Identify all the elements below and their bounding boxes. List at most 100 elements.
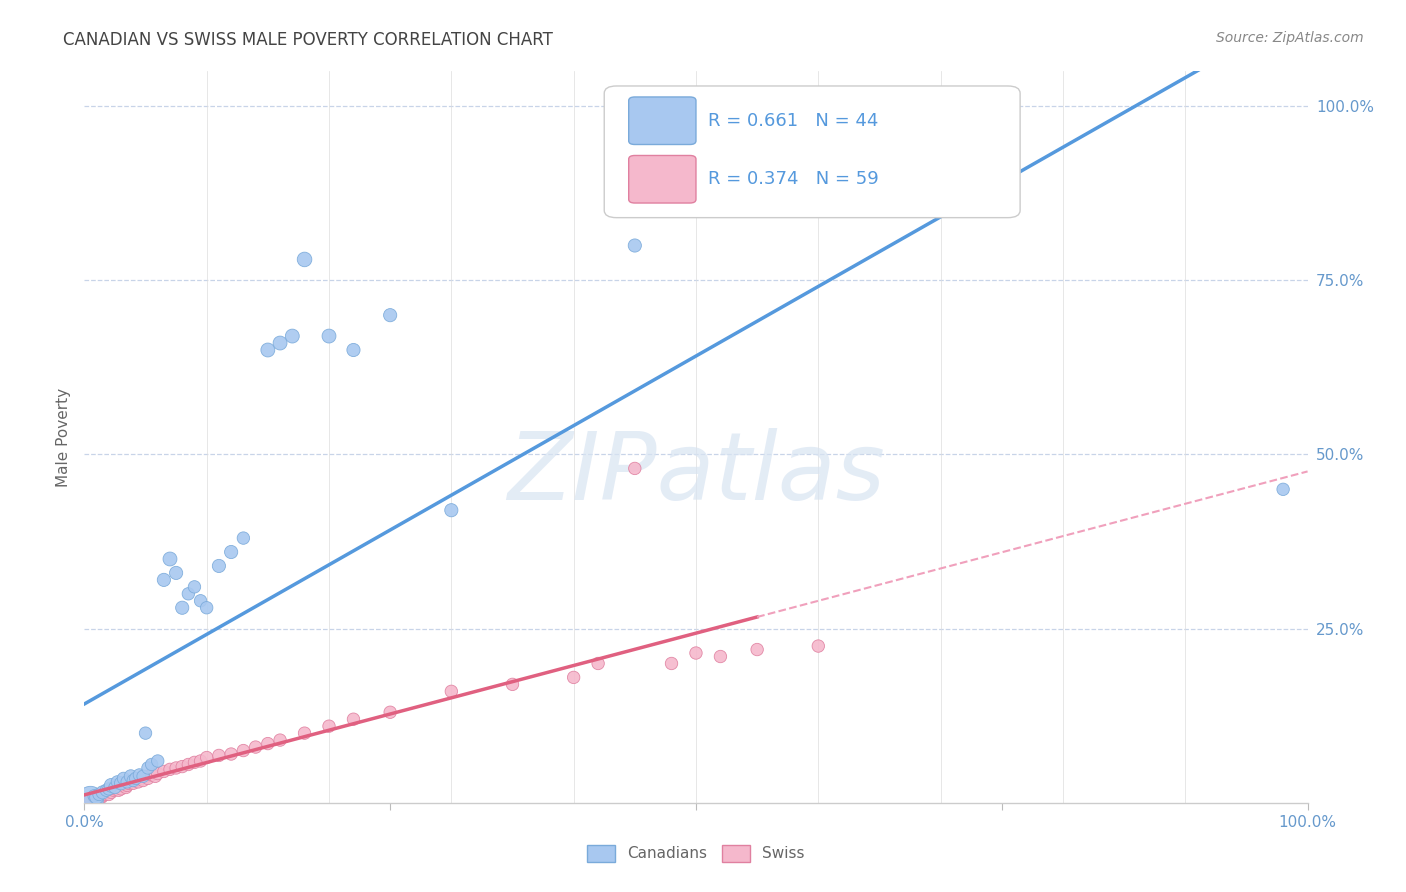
- Point: [122, 773, 145, 788]
- Point: [97, 788, 120, 802]
- Point: [77, 794, 100, 808]
- Point: [219, 747, 242, 761]
- FancyBboxPatch shape: [628, 97, 696, 145]
- Point: [87, 788, 110, 802]
- Point: [87, 788, 110, 802]
- Point: [79, 792, 101, 806]
- Point: [232, 743, 254, 757]
- Point: [342, 343, 364, 357]
- Point: [91, 789, 114, 803]
- Point: [232, 531, 254, 545]
- Point: [159, 552, 181, 566]
- Point: [132, 769, 155, 783]
- Point: [257, 343, 280, 357]
- Point: [195, 750, 218, 764]
- Point: [208, 748, 231, 763]
- Point: [190, 754, 212, 768]
- Point: [128, 768, 150, 782]
- Point: [115, 775, 138, 789]
- Point: [141, 768, 163, 782]
- Point: [129, 772, 152, 786]
- Point: [709, 649, 731, 664]
- Point: [104, 780, 127, 795]
- Point: [122, 776, 145, 790]
- Point: [440, 684, 463, 698]
- Point: [1272, 483, 1295, 497]
- Point: [165, 761, 187, 775]
- Point: [143, 769, 166, 783]
- Point: [318, 329, 340, 343]
- Point: [90, 790, 112, 805]
- Point: [586, 657, 609, 671]
- Point: [135, 726, 157, 740]
- Legend: Canadians, Swiss: Canadians, Swiss: [581, 838, 811, 868]
- Point: [86, 790, 108, 805]
- Point: [125, 772, 148, 786]
- Point: [172, 759, 194, 773]
- Point: [110, 781, 132, 796]
- Point: [257, 737, 280, 751]
- Point: [120, 769, 142, 783]
- FancyBboxPatch shape: [628, 155, 696, 203]
- Point: [294, 726, 316, 740]
- Point: [502, 677, 524, 691]
- Point: [83, 789, 105, 803]
- Point: [146, 754, 169, 768]
- Point: [183, 756, 205, 770]
- Point: [146, 766, 169, 780]
- Point: [125, 773, 148, 788]
- Point: [219, 545, 242, 559]
- Point: [86, 789, 108, 803]
- Point: [195, 600, 218, 615]
- Point: [115, 778, 138, 792]
- Point: [294, 252, 316, 267]
- Point: [91, 785, 114, 799]
- Point: [342, 712, 364, 726]
- Y-axis label: Male Poverty: Male Poverty: [56, 387, 72, 487]
- Point: [624, 461, 647, 475]
- Point: [127, 775, 149, 789]
- Point: [120, 775, 142, 789]
- Point: [107, 783, 129, 797]
- Point: [208, 558, 231, 573]
- Point: [190, 594, 212, 608]
- Point: [165, 566, 187, 580]
- Point: [318, 719, 340, 733]
- Point: [132, 773, 155, 788]
- Point: [112, 778, 135, 792]
- Point: [269, 733, 291, 747]
- Point: [807, 639, 830, 653]
- Text: CANADIAN VS SWISS MALE POVERTY CORRELATION CHART: CANADIAN VS SWISS MALE POVERTY CORRELATI…: [63, 31, 553, 49]
- Point: [269, 336, 291, 351]
- Point: [136, 772, 159, 786]
- Point: [96, 783, 118, 797]
- Point: [245, 740, 267, 755]
- Point: [440, 503, 463, 517]
- Point: [177, 587, 200, 601]
- Text: R = 0.661   N = 44: R = 0.661 N = 44: [709, 112, 879, 129]
- Point: [105, 780, 128, 795]
- Point: [105, 775, 128, 789]
- Text: R = 0.374   N = 59: R = 0.374 N = 59: [709, 170, 879, 188]
- Point: [661, 657, 683, 671]
- Text: ZIPatlas: ZIPatlas: [508, 428, 884, 519]
- Point: [79, 792, 101, 806]
- Point: [177, 757, 200, 772]
- Point: [93, 788, 115, 802]
- Point: [141, 757, 163, 772]
- FancyBboxPatch shape: [605, 86, 1021, 218]
- Point: [153, 573, 176, 587]
- Point: [135, 769, 157, 783]
- Point: [100, 785, 122, 799]
- Point: [562, 670, 585, 684]
- Point: [747, 642, 769, 657]
- Point: [380, 705, 402, 719]
- Point: [183, 580, 205, 594]
- Point: [96, 785, 118, 799]
- Point: [281, 329, 304, 343]
- Point: [115, 780, 138, 795]
- Point: [380, 308, 402, 322]
- Point: [153, 764, 176, 779]
- Text: Source: ZipAtlas.com: Source: ZipAtlas.com: [1216, 31, 1364, 45]
- Point: [136, 761, 159, 775]
